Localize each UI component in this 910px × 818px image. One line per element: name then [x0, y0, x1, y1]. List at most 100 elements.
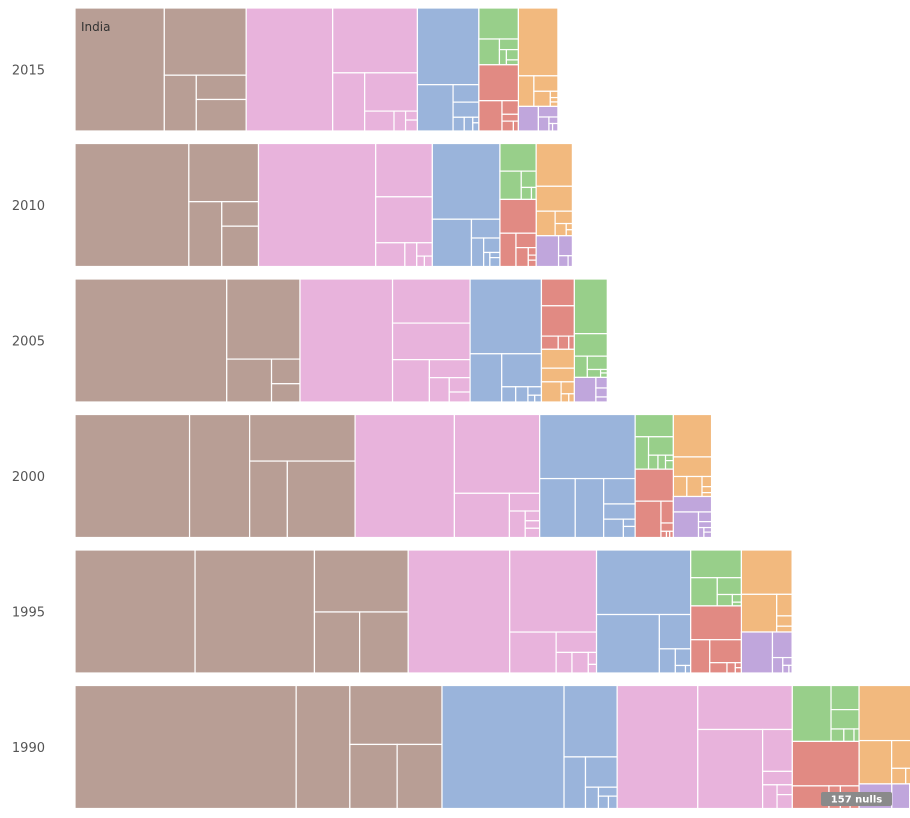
tile-orange[interactable]	[776, 625, 793, 633]
tile-green[interactable]	[716, 593, 733, 607]
tile-green[interactable]	[791, 684, 832, 743]
tile-red[interactable]	[478, 64, 519, 102]
tile-red[interactable]	[499, 232, 517, 268]
tile-red[interactable]	[690, 639, 711, 674]
tile-purple[interactable]	[771, 656, 784, 674]
tile-orange[interactable]	[517, 7, 559, 77]
tile-orange[interactable]	[549, 101, 559, 107]
tile-purple[interactable]	[537, 116, 550, 132]
tile-green[interactable]	[573, 333, 608, 357]
tile-red[interactable]	[660, 500, 674, 524]
tile-blue[interactable]	[622, 525, 636, 539]
tile-red[interactable]	[690, 605, 743, 641]
tile-brown[interactable]	[270, 383, 301, 403]
tile-pink[interactable]	[332, 7, 419, 74]
tile-orange[interactable]	[568, 393, 575, 403]
tile-red[interactable]	[501, 100, 519, 115]
tile-blue[interactable]	[469, 278, 543, 355]
tile-pink[interactable]	[509, 631, 557, 674]
tile-blue[interactable]	[416, 84, 454, 132]
tile-blue[interactable]	[527, 386, 543, 396]
tile-red[interactable]	[709, 639, 743, 664]
tile-pink[interactable]	[404, 110, 419, 121]
tile-pink[interactable]	[616, 684, 699, 810]
tile-green[interactable]	[657, 454, 667, 470]
tile-orange[interactable]	[891, 739, 910, 769]
tile-pink[interactable]	[375, 142, 433, 198]
tile-brown[interactable]	[163, 74, 197, 132]
tile-pink[interactable]	[391, 359, 430, 403]
tile-blue[interactable]	[684, 664, 692, 674]
tile-orange[interactable]	[858, 739, 893, 785]
tile-blue[interactable]	[472, 116, 480, 124]
tile-purple[interactable]	[703, 531, 713, 539]
tile-brown[interactable]	[188, 201, 223, 268]
tile-green[interactable]	[520, 186, 533, 201]
tile-red[interactable]	[527, 254, 537, 261]
tile-pink[interactable]	[423, 255, 433, 268]
tile-brown[interactable]	[313, 549, 409, 613]
tile-brown[interactable]	[226, 358, 273, 403]
tile-green[interactable]	[586, 355, 608, 371]
tile-purple[interactable]	[672, 511, 700, 539]
tile-pink[interactable]	[453, 492, 511, 539]
tile-green[interactable]	[634, 413, 674, 438]
tile-blue[interactable]	[574, 477, 605, 539]
tile-blue[interactable]	[603, 477, 636, 505]
tile-blue[interactable]	[584, 786, 600, 810]
tile-green[interactable]	[716, 577, 743, 596]
tile-orange[interactable]	[540, 381, 562, 403]
tile-blue[interactable]	[431, 218, 473, 268]
tile-pink[interactable]	[416, 242, 433, 257]
tile-green[interactable]	[830, 709, 860, 730]
tile-pink[interactable]	[776, 794, 793, 810]
tile-purple[interactable]	[535, 235, 560, 268]
tile-brown[interactable]	[249, 413, 356, 462]
tile-green[interactable]	[499, 142, 537, 172]
tile-red[interactable]	[499, 198, 537, 234]
tile-red[interactable]	[734, 662, 743, 669]
tile-brown[interactable]	[359, 611, 409, 674]
tile-purple[interactable]	[782, 664, 790, 674]
tile-blue[interactable]	[622, 518, 636, 528]
tile-pink[interactable]	[524, 520, 541, 529]
tile-pink[interactable]	[587, 663, 598, 674]
tile-pink[interactable]	[393, 110, 407, 132]
tile-green[interactable]	[505, 49, 519, 61]
tile-purple[interactable]	[557, 235, 573, 257]
tile-brown[interactable]	[188, 413, 251, 539]
tile-red[interactable]	[540, 278, 575, 307]
tile-brown[interactable]	[286, 460, 356, 539]
tile-brown[interactable]	[188, 142, 260, 203]
tile-red[interactable]	[527, 259, 537, 268]
tile-orange[interactable]	[740, 549, 793, 595]
tile-blue[interactable]	[452, 84, 480, 103]
tile-green[interactable]	[843, 728, 855, 743]
tile-orange[interactable]	[560, 393, 570, 403]
tile-red[interactable]	[634, 468, 674, 502]
tile-brown[interactable]	[313, 611, 361, 674]
tile-purple[interactable]	[537, 105, 559, 118]
tile-orange[interactable]	[533, 75, 559, 92]
tile-green[interactable]	[690, 577, 718, 607]
tile-green[interactable]	[647, 436, 674, 456]
tile-green[interactable]	[664, 460, 674, 470]
tile-brown[interactable]	[74, 142, 190, 268]
tile-red[interactable]	[515, 232, 537, 249]
tile-pink[interactable]	[555, 631, 598, 654]
tile-blue[interactable]	[603, 518, 625, 539]
tile-green[interactable]	[505, 59, 519, 66]
tile-purple[interactable]	[672, 495, 713, 513]
tile-pink[interactable]	[453, 413, 541, 494]
tile-green[interactable]	[498, 49, 508, 66]
tile-orange[interactable]	[672, 475, 688, 498]
tile-green[interactable]	[530, 186, 537, 201]
tile-red[interactable]	[568, 335, 575, 350]
tile-orange[interactable]	[776, 593, 793, 617]
tile-blue[interactable]	[501, 386, 517, 403]
tile-brown[interactable]	[74, 413, 191, 539]
tile-blue[interactable]	[563, 756, 587, 810]
tile-blue[interactable]	[431, 142, 501, 220]
tile-purple[interactable]	[567, 255, 573, 268]
tile-red[interactable]	[515, 247, 529, 268]
